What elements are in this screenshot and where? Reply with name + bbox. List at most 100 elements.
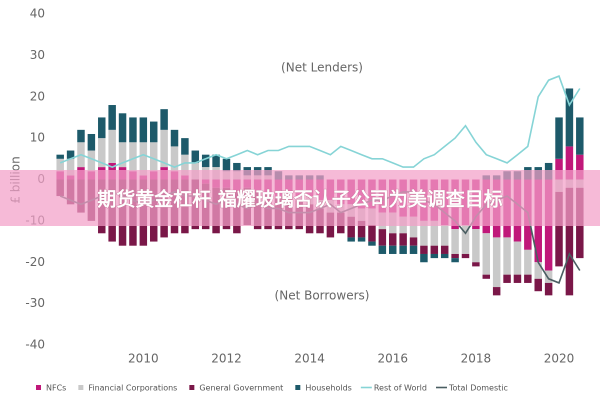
y-tick-label: 10 [30, 131, 45, 145]
bar [440, 225, 449, 246]
bar [544, 270, 553, 283]
line [59, 75, 581, 168]
bar [440, 253, 449, 259]
bar [544, 282, 553, 296]
bar [181, 138, 189, 155]
bar [565, 146, 574, 180]
bar [160, 129, 168, 168]
bar [357, 220, 366, 238]
x-tick-label: 2018 [461, 352, 492, 366]
y-tick-label: -20 [25, 255, 45, 269]
bar [389, 245, 397, 254]
x-tick-label: 2014 [294, 352, 325, 366]
bar [482, 233, 491, 275]
bar [430, 220, 439, 246]
bar [492, 287, 501, 296]
bar [56, 154, 64, 159]
bar [513, 274, 522, 283]
banner [0, 170, 600, 226]
bar [409, 216, 418, 238]
bar [472, 262, 480, 267]
legend-swatch [295, 385, 301, 390]
bar [576, 154, 584, 180]
bar [461, 225, 470, 254]
bar [534, 262, 542, 279]
bar [149, 142, 158, 172]
bar [222, 158, 231, 172]
bar [451, 258, 459, 263]
bar [87, 133, 96, 151]
bar [565, 187, 574, 296]
x-tick-label: 2012 [211, 352, 242, 366]
bar [576, 117, 584, 155]
bar [170, 146, 179, 172]
bar [451, 253, 459, 259]
bar [66, 158, 75, 176]
y-tick-label: -40 [25, 338, 45, 352]
bar [87, 150, 96, 172]
bar [66, 150, 75, 159]
bar [108, 105, 116, 130]
bar [399, 245, 407, 254]
bar [201, 154, 210, 168]
bar [347, 216, 355, 238]
bar [149, 121, 158, 143]
legend-label: Households [305, 384, 352, 393]
bar [555, 117, 563, 159]
y-tick-label: -30 [25, 296, 45, 310]
bar [430, 253, 439, 259]
bar [56, 158, 64, 172]
bar [98, 138, 106, 168]
bar [430, 245, 439, 254]
bar [170, 129, 179, 147]
bar [555, 158, 563, 180]
bar [368, 241, 376, 246]
bar [108, 129, 116, 163]
y-tick-label: 30 [30, 48, 45, 62]
legend-label: NFCs [46, 384, 66, 393]
annotation: (Net Lenders) [281, 61, 363, 75]
bar [160, 109, 168, 130]
bar [409, 237, 418, 246]
bar [399, 233, 407, 246]
y-tick-label: 40 [30, 7, 45, 21]
bar [378, 245, 387, 254]
bar [139, 117, 148, 143]
bar [368, 225, 376, 242]
bar [409, 245, 418, 254]
bar [389, 233, 397, 246]
bar [129, 142, 137, 172]
bar [513, 241, 522, 275]
bar [524, 249, 532, 275]
bar [492, 237, 501, 288]
bar [357, 237, 366, 242]
bar [347, 237, 355, 242]
legend-label: General Government [199, 384, 283, 393]
bar [118, 142, 127, 168]
bar [524, 274, 532, 283]
bar [129, 117, 137, 143]
legend-label: Rest of World [374, 384, 427, 393]
bar [440, 245, 449, 254]
bar [139, 142, 148, 176]
legend-swatch [189, 385, 195, 390]
legend-label: Financial Corporations [88, 384, 177, 393]
x-tick-label: 2010 [128, 352, 159, 366]
bar [503, 237, 511, 275]
bar [482, 274, 491, 279]
x-tick-label: 2016 [377, 352, 408, 366]
legend-label: Total Domestic [448, 384, 508, 393]
annotation: (Net Borrowers) [275, 289, 370, 303]
y-tick-label: 20 [30, 89, 45, 103]
x-tick-label: 2020 [544, 352, 575, 366]
bar [420, 245, 428, 254]
bar [534, 278, 542, 292]
bar [181, 154, 189, 176]
bar [461, 253, 470, 259]
bar [420, 253, 428, 263]
bar [451, 229, 459, 254]
bar [472, 229, 480, 263]
legend-swatch [78, 385, 84, 390]
bar [212, 154, 220, 168]
